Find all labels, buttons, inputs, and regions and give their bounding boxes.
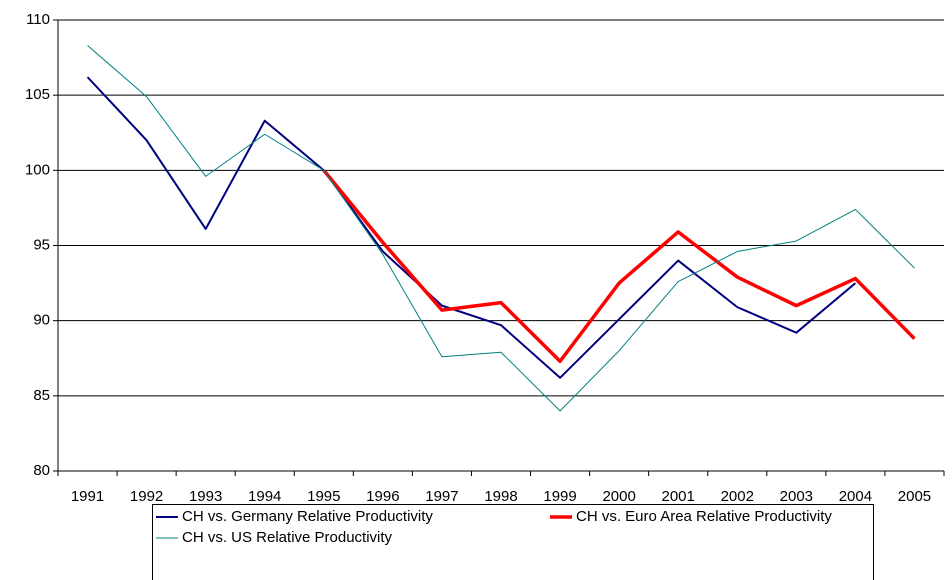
y-tick-label: 80 bbox=[33, 462, 50, 479]
x-tick-label: 2001 bbox=[662, 488, 695, 505]
x-tick-label: 1994 bbox=[248, 488, 281, 505]
series-line bbox=[87, 45, 915, 412]
series-line bbox=[86, 76, 857, 379]
y-tick-label: 100 bbox=[25, 161, 50, 178]
x-tick-label: 1991 bbox=[71, 488, 104, 505]
y-tick-label: 105 bbox=[25, 86, 50, 103]
x-tick-label: 1995 bbox=[307, 488, 340, 505]
legend-label: CH vs. Germany Relative Productivity bbox=[182, 508, 433, 525]
x-tick-label: 1999 bbox=[543, 488, 576, 505]
legend-label: CH vs. US Relative Productivity bbox=[182, 529, 393, 546]
legend-label: CH vs. Euro Area Relative Productivity bbox=[576, 508, 832, 525]
x-tick-label: 1992 bbox=[130, 488, 163, 505]
x-tick-label: 2004 bbox=[839, 488, 872, 505]
x-tick-label: 2002 bbox=[721, 488, 754, 505]
series-line bbox=[322, 169, 916, 364]
y-tick-label: 90 bbox=[33, 312, 50, 329]
y-tick-label: 95 bbox=[33, 236, 50, 253]
x-tick-label: 2003 bbox=[780, 488, 813, 505]
x-tick-label: 2000 bbox=[602, 488, 635, 505]
y-tick-label: 110 bbox=[26, 11, 50, 28]
x-tick-label: 1993 bbox=[189, 488, 222, 505]
x-tick-label: 2005 bbox=[898, 488, 931, 505]
x-tick-label: 1997 bbox=[425, 488, 458, 505]
x-tick-label: 1996 bbox=[366, 488, 399, 505]
legend-box bbox=[152, 504, 874, 580]
x-tick-label: 1998 bbox=[484, 488, 517, 505]
y-tick-label: 85 bbox=[33, 387, 50, 404]
